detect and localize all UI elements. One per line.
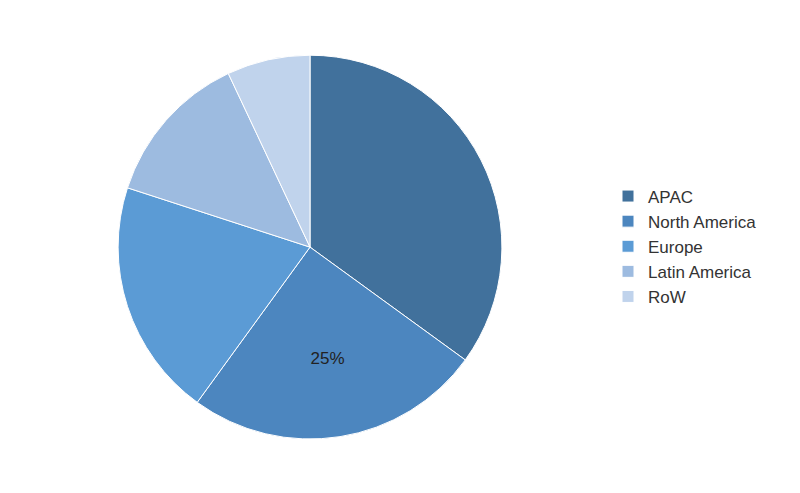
svg-text:RoW: RoW [648,288,686,307]
svg-text:Europe: Europe [648,238,703,257]
svg-text:25%: 25% [311,349,345,368]
svg-text:APAC: APAC [648,188,693,207]
svg-text:Latin America: Latin America [648,263,752,282]
svg-text:North America: North America [648,213,756,232]
